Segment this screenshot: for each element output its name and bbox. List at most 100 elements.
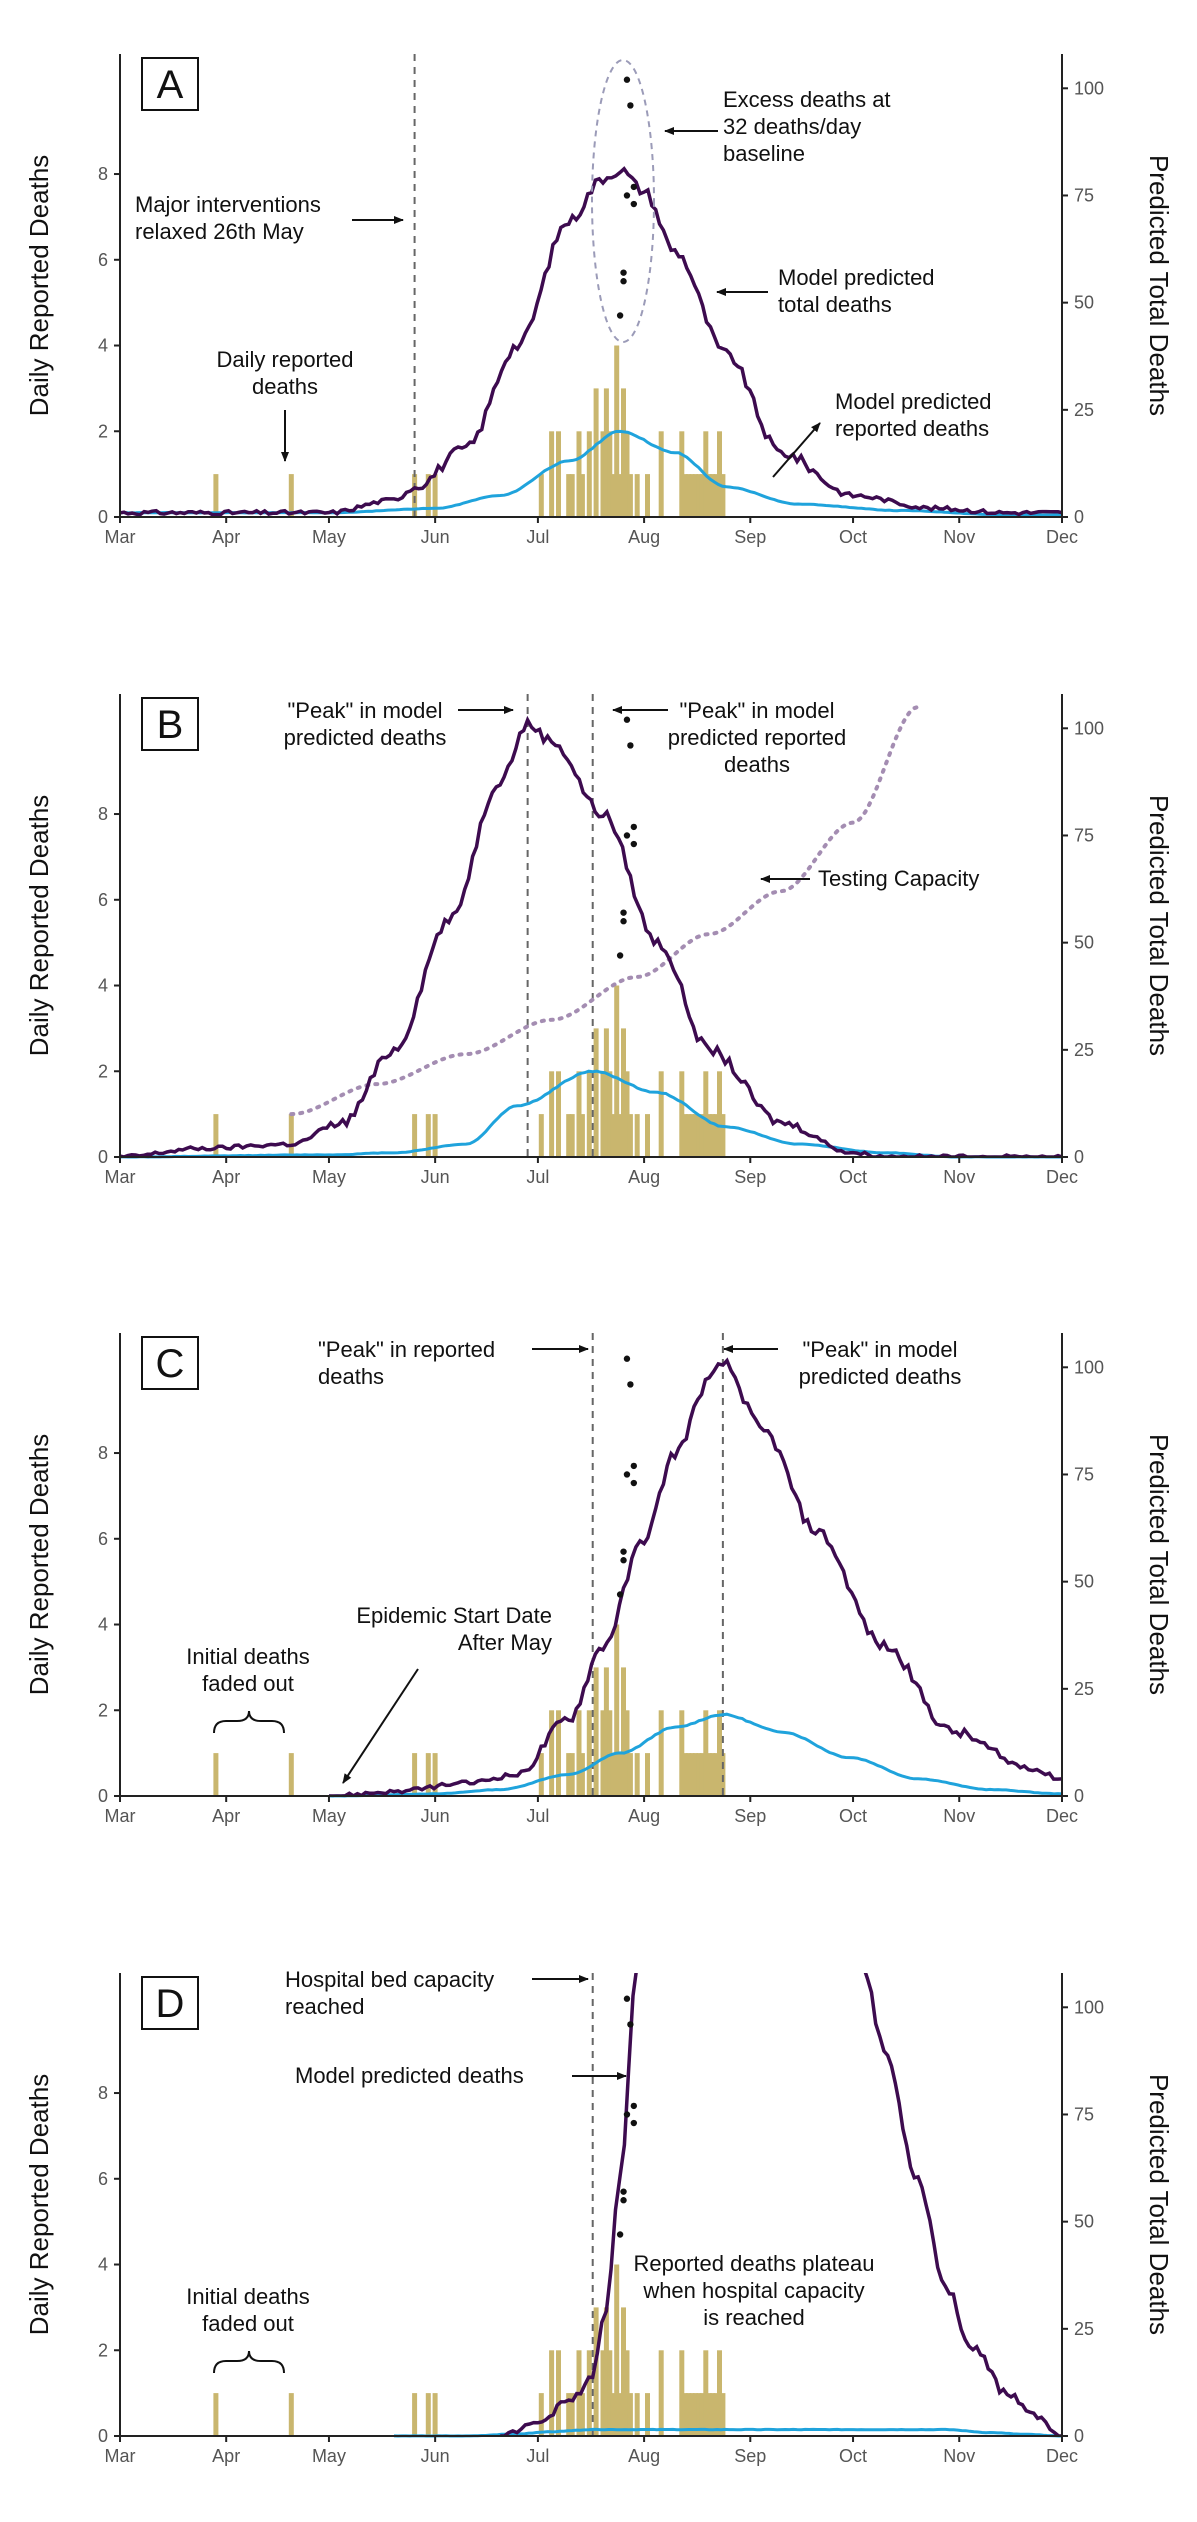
reported-death-bar [696,1114,702,1157]
x-tick-label: Jul [526,1806,549,1826]
y2-axis-label: Predicted Total Deaths [1144,155,1174,416]
reported-death-bar [617,1114,623,1157]
y2-tick-label: 75 [1074,185,1094,205]
reported-death-bar [549,2350,555,2436]
annotation-peak-reported-line: "Peak" in reported [318,1337,495,1362]
x-tick-label: Dec [1046,2446,1078,2466]
reported-death-bar [696,2393,702,2436]
x-tick-label: Apr [212,1167,240,1187]
reported-death-bar [556,1710,561,1796]
reported-death-bar [627,2393,633,2436]
annotation-interventions-line: relaxed 26th May [135,219,304,244]
annotation-daily-reported-line: deaths [252,374,318,399]
annotation-peak-reported: "Peak" in reported deaths [318,1337,495,1389]
reported-death-bar [717,1710,722,1796]
reported-death-bar [538,1114,544,1157]
reported-death-bar [556,2350,561,2436]
annotation-model-reported-line: reported deaths [835,416,989,441]
reported-death-bar [614,1624,620,1796]
y2-tick-label: 0 [1074,1786,1084,1806]
excess-death-point [630,2102,638,2110]
annotation-peak-model-line: "Peak" in model [802,1337,957,1362]
reported-death-bar [624,1071,630,1157]
reported-death-bar [425,474,431,517]
reported-death-bar [579,474,585,517]
annotation-initial-deaths-line: Initial deaths [186,2284,310,2309]
excess-death-point [623,2111,631,2118]
x-tick-label: Sep [734,1167,766,1187]
annotation-plateau: Reported deaths plateau when hospital cap… [634,2251,875,2330]
x-tick-label: Jul [526,1167,549,1187]
reported-death-bar [579,1753,585,1796]
x-tick-label: Sep [734,527,766,547]
y2-tick-label: 25 [1074,2319,1094,2339]
excess-death-point [620,269,627,276]
x-tick-label: Jun [421,527,450,547]
reported-death-bar [538,2393,544,2436]
annotation-model-reported-line: Model predicted [835,389,992,414]
excess-death-point [616,2231,624,2238]
reported-death-bar [658,1071,664,1157]
y2-tick-label: 50 [1074,1572,1094,1592]
panel-letter: D [156,1982,185,2026]
x-tick-label: Jul [526,527,549,547]
y-tick-label: 6 [98,2169,108,2189]
x-tick-label: Aug [628,1167,660,1187]
y2-tick-label: 25 [1074,1679,1094,1699]
y2-tick-label: 25 [1074,1040,1094,1060]
panel-letter: B [157,703,184,747]
reported-death-bar [699,474,705,517]
annotation-initial-deaths-line: Initial deaths [186,1644,310,1669]
annotation-interventions-line: Major interventions [135,192,321,217]
reported-death-bar [679,1071,685,1157]
x-tick-label: Mar [105,2446,136,2466]
reported-death-bar [213,474,219,517]
excess-death-point [623,832,631,839]
reported-death-bar [682,2393,688,2436]
reported-death-bar [658,2350,664,2436]
reported-death-bar [689,2393,695,2436]
x-tick-label: Apr [212,1806,240,1826]
y-axis-label: Daily Reported Deaths [24,1434,54,1696]
reported-death-bar [576,1710,582,1796]
annotation-daily-reported-line: Daily reported [217,347,354,372]
annotation-plateau-line: is reached [703,2305,805,2330]
model-total-deaths-line [120,166,1062,517]
y2-tick-label: 100 [1074,718,1104,738]
excess-death-point [620,1557,627,1564]
reported-death-bar [682,1753,688,1796]
annotation-model-predicted: Model predicted deaths [295,2063,524,2088]
reported-death-bar [621,1667,626,1796]
reported-death-bar [679,431,685,517]
brace-initial-deaths [213,1710,285,1734]
y-tick-label: 0 [98,1147,108,1167]
reported-death-bar [617,2393,623,2436]
reported-death-bar [624,2350,630,2436]
reported-death-bar [699,2393,705,2436]
reported-death-bar [288,1114,294,1157]
reported-death-bar [703,2350,709,2436]
reported-death-bar [614,2264,620,2436]
reported-death-bar [720,1114,726,1157]
reported-death-bar [686,1753,692,1796]
y-tick-label: 8 [98,164,108,184]
y-tick-label: 4 [98,336,108,356]
reported-death-bar [699,1114,705,1157]
reported-death-bar [679,2350,685,2436]
reported-death-bar [412,1753,418,1796]
y-tick-label: 4 [98,2255,108,2275]
reported-death-bar [717,1071,722,1157]
y2-tick-label: 0 [1074,1147,1084,1167]
reported-death-bar [693,1753,698,1796]
reported-death-bar [586,431,592,517]
y2-tick-label: 25 [1074,400,1094,420]
reported-death-bar [213,1114,219,1157]
y-tick-label: 4 [98,976,108,996]
reported-death-bar [720,1753,726,1796]
x-tick-label: May [312,1167,346,1187]
annotation-excess-deaths-line: 32 deaths/day [723,114,861,139]
excess-death-point [623,1995,631,2002]
annotation-peak-model-line: predicted deaths [284,725,447,750]
reported-death-bar [703,1710,709,1796]
